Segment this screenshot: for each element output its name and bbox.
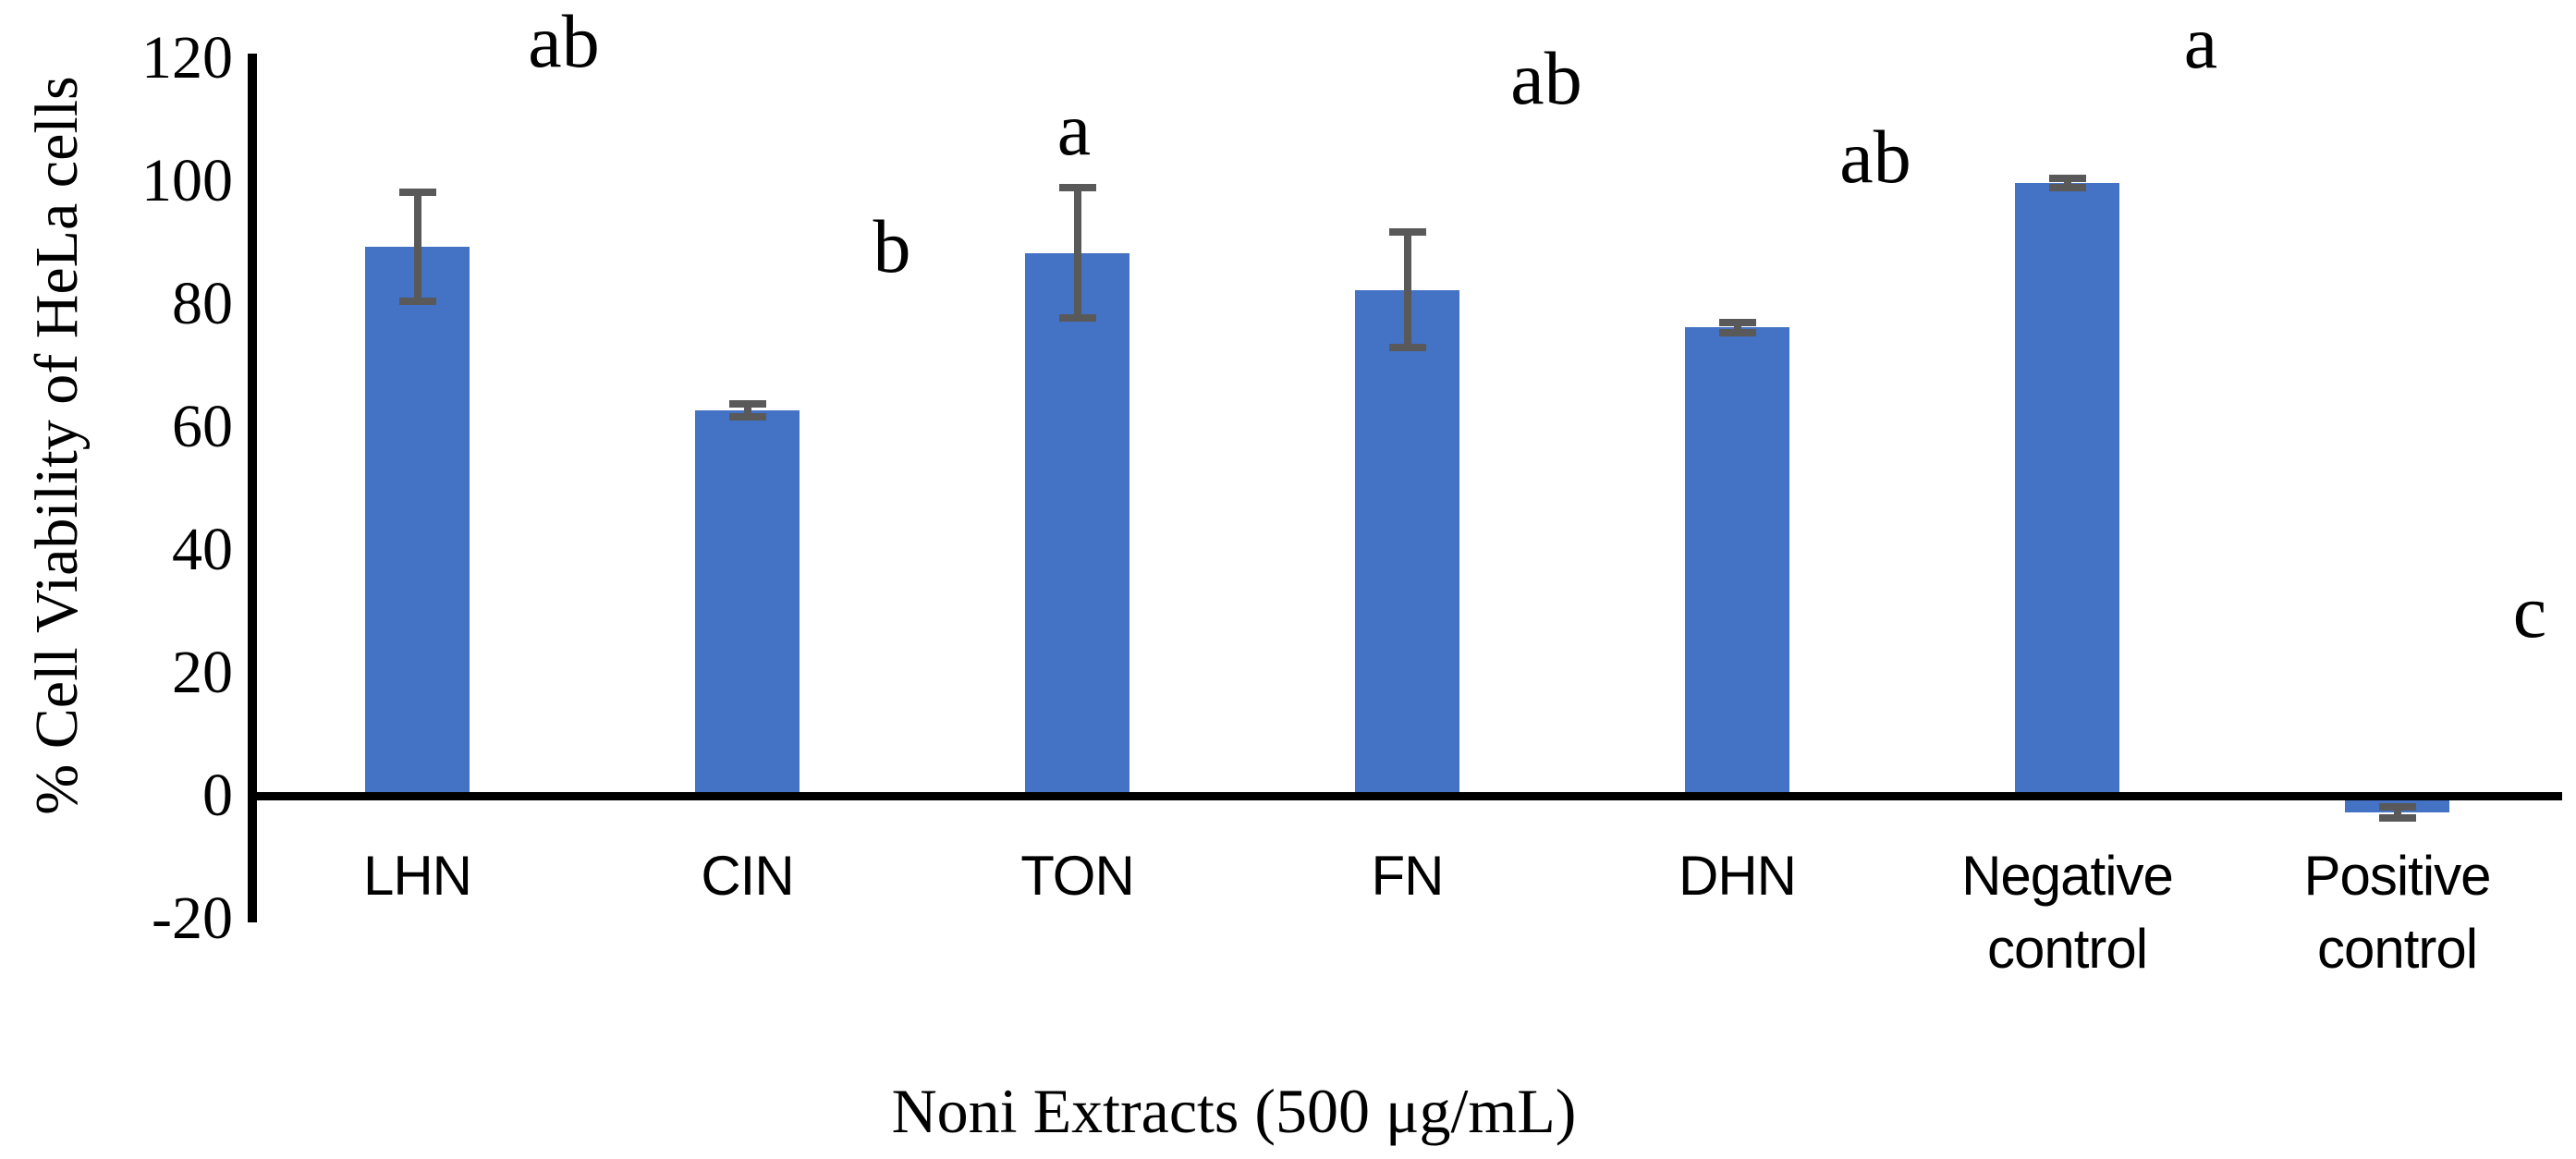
bar-CIN <box>695 410 800 796</box>
y-tick-label--20: -20 <box>152 884 233 952</box>
y-tick-label-0: 0 <box>202 762 233 829</box>
significance-letter-CIN: b <box>873 204 911 288</box>
significance-letter-FN: ab <box>1510 36 1582 120</box>
error-bar-LHN-stem <box>413 191 421 302</box>
y-tick-label-80: 80 <box>172 270 233 337</box>
significance-letter-Positive-control: c <box>2512 569 2547 653</box>
significance-letter-DHN: ab <box>1839 115 1911 199</box>
significance-letter-LHN: ab <box>528 0 600 83</box>
error-bar-TON-stem <box>1073 188 1081 319</box>
error-bar-FN-cap-bottom <box>1388 344 1426 352</box>
error-bar-TON-cap-top <box>1058 184 1096 192</box>
y-tick-label-20: 20 <box>172 639 233 706</box>
significance-letter-Negative-control: a <box>2183 0 2218 84</box>
x-axis-title: Noni Extracts (500 μg/mL) <box>891 1076 1577 1146</box>
error-bar-Negative-control-cap-bottom <box>2048 183 2086 191</box>
category-label-TON: TON <box>1020 845 1135 907</box>
category-label-DHN: DHN <box>1679 845 1797 907</box>
significance-letter-TON: a <box>1056 87 1092 171</box>
error-bar-Negative-control-cap-top <box>2048 175 2086 183</box>
category-label-Negative-control: Negative control <box>1961 845 2174 980</box>
bar-FN <box>1355 289 1459 796</box>
error-bar-FN-cap-top <box>1388 228 1426 237</box>
error-bar-FN-stem <box>1403 232 1411 348</box>
category-label-Positive-control: Positive control <box>2303 845 2491 980</box>
error-bar-DHN-cap-bottom <box>1718 328 1756 336</box>
error-bar-TON-cap-bottom <box>1058 314 1096 323</box>
bar-TON <box>1025 252 1129 796</box>
error-bar-Positive-control-cap-top <box>2378 802 2416 811</box>
error-bar-Negative-control-stem <box>2063 178 2071 188</box>
x-axis-line <box>248 792 2562 800</box>
bar-LHN <box>365 247 470 796</box>
category-label-FN: FN <box>1371 845 1445 907</box>
category-label-LHN: LHN <box>362 845 472 907</box>
bar-DHN <box>1685 327 1789 796</box>
error-bar-Positive-control-cap-bottom <box>2378 813 2416 822</box>
y-axis-line <box>248 54 257 922</box>
error-bar-DHN-cap-top <box>1718 318 1756 326</box>
y-tick-label-100: 100 <box>141 147 233 214</box>
category-label-CIN: CIN <box>701 845 794 907</box>
y-tick-label-60: 60 <box>172 393 233 460</box>
error-bar-LHN-cap-bottom <box>398 298 436 306</box>
y-tick-label-120: 120 <box>141 24 233 92</box>
error-bar-Positive-control-stem <box>2393 806 2401 818</box>
error-bar-CIN-cap-top <box>728 399 766 408</box>
error-bar-DHN-stem <box>1733 322 1741 333</box>
error-bar-CIN-stem <box>743 403 751 418</box>
bar-Negative-control <box>2015 182 2119 796</box>
error-bar-CIN-cap-bottom <box>728 413 766 421</box>
y-tick-label-40: 40 <box>172 516 233 583</box>
error-bar-LHN-cap-top <box>398 188 436 196</box>
